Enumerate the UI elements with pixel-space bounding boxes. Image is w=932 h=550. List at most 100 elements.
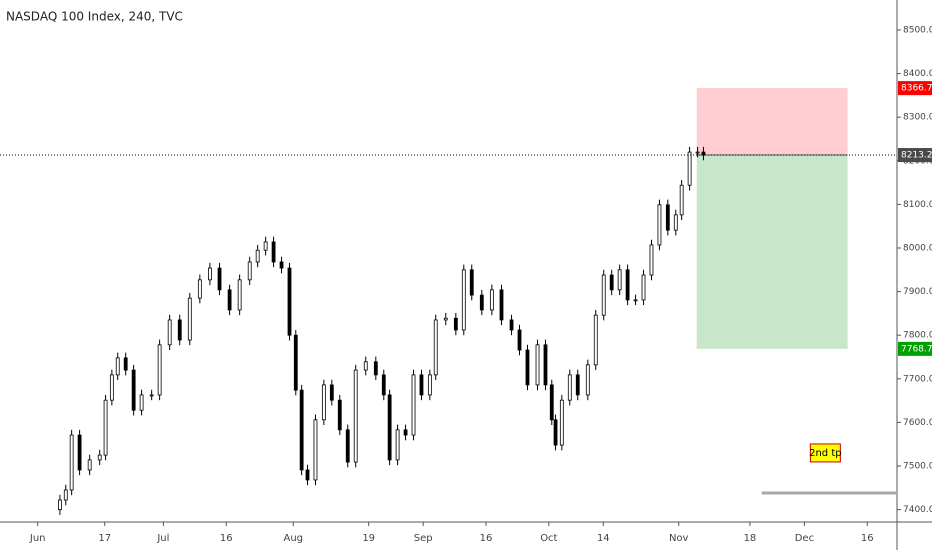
candle-body <box>559 399 564 446</box>
candle-body <box>633 299 638 302</box>
candle-body <box>387 394 392 461</box>
y-tick-label: 7500.0 <box>903 462 932 472</box>
annotation-box <box>809 443 841 463</box>
y-tick-label: 8400.0 <box>903 69 932 79</box>
candle-body <box>403 429 408 436</box>
candle-body <box>601 274 606 316</box>
candle-body <box>208 267 212 281</box>
candle-body <box>187 297 192 341</box>
candle-body <box>461 269 466 331</box>
y-tick-label: 7800.0 <box>903 331 932 341</box>
y-tick-label: 7900.0 <box>903 287 932 297</box>
candle-body <box>321 384 326 421</box>
candle-body <box>453 317 458 331</box>
candle-body <box>525 349 530 386</box>
x-tick-label: 17 <box>98 533 111 544</box>
candle-body <box>197 279 202 299</box>
y-tick-label: 8500.0 <box>903 25 932 35</box>
x-tick-label: 18 <box>744 533 757 544</box>
candle-body <box>641 274 646 301</box>
candle-body <box>509 319 514 331</box>
candle-body <box>609 274 614 291</box>
candle-body <box>293 334 298 391</box>
candle-body <box>469 269 474 296</box>
x-tick-label: 16 <box>480 533 493 544</box>
annotation-text: 2nd tp <box>809 448 842 459</box>
candle-body <box>227 289 232 311</box>
candle-body <box>255 249 260 263</box>
candle-body <box>149 394 154 397</box>
candle-body <box>131 369 136 411</box>
candle-body <box>139 394 144 411</box>
chart-title: NASDAQ 100 Index, 240, TVC <box>6 10 183 24</box>
candle-body <box>157 344 162 396</box>
stop-zone <box>696 88 848 156</box>
x-tick-label: Dec <box>795 533 814 544</box>
candle-body <box>593 314 598 366</box>
candle-body <box>567 374 572 401</box>
price-tag-label: 8213.2 <box>901 151 932 161</box>
candle-body <box>115 357 120 376</box>
candle-body <box>313 419 318 481</box>
candle-body <box>103 399 108 456</box>
candle-body <box>263 241 268 251</box>
candle-body <box>585 364 590 396</box>
candle-body <box>305 469 310 481</box>
candle-body <box>177 319 182 341</box>
candle-body <box>87 459 92 471</box>
candle-body <box>657 204 662 246</box>
x-tick-label: 16 <box>861 533 874 544</box>
candle-body <box>543 344 548 386</box>
candle-body <box>499 289 504 321</box>
candle-body <box>625 269 630 301</box>
x-tick-label: 19 <box>362 533 375 544</box>
candle-body <box>687 151 692 186</box>
candle-body <box>679 184 684 216</box>
candle-body <box>237 279 242 311</box>
candle-body <box>167 319 172 346</box>
candle-body <box>271 241 276 263</box>
candle-body <box>247 261 252 281</box>
candle-body <box>97 454 102 461</box>
candle-body <box>353 369 358 463</box>
candle-body <box>287 267 292 336</box>
candle-body <box>701 151 706 156</box>
x-tick-label: Sep <box>414 533 433 544</box>
candle-body <box>549 384 554 421</box>
candle-body <box>279 261 284 269</box>
target-zone <box>696 155 848 349</box>
candle-body <box>695 151 700 154</box>
y-tick-label: 7700.0 <box>903 374 932 384</box>
x-tick-label: 14 <box>597 533 610 544</box>
candle-body <box>665 204 670 231</box>
candle-body <box>575 374 580 396</box>
price-tag-label: 7768.7 <box>901 344 932 354</box>
candle-body <box>77 434 82 471</box>
y-tick-label: 7600.0 <box>903 418 932 428</box>
candle-body <box>617 269 622 291</box>
candle-body <box>443 317 448 321</box>
candle-body <box>395 429 400 461</box>
candle-body <box>329 384 334 401</box>
candle-body <box>535 344 540 386</box>
candle-body <box>489 289 494 311</box>
y-tick-label: 8100.0 <box>903 200 932 210</box>
price-tag <box>898 81 932 96</box>
candle-body <box>649 244 654 276</box>
y-tick-label: 8300.0 <box>903 113 932 123</box>
candle-body <box>63 489 68 501</box>
candle-body <box>109 374 114 401</box>
x-tick-label: Aug <box>284 533 304 544</box>
candle-body <box>427 374 432 396</box>
y-tick-label: 8000.0 <box>903 244 932 254</box>
candle-body <box>553 419 558 446</box>
candle-body <box>411 374 416 436</box>
x-tick-label: Jun <box>29 533 46 544</box>
candle-body <box>217 267 222 291</box>
candle-body <box>345 429 350 463</box>
x-tick-label: Jul <box>156 533 169 544</box>
candle-body <box>381 374 386 396</box>
x-tick-label: Nov <box>669 533 689 544</box>
candle-body <box>517 329 522 351</box>
